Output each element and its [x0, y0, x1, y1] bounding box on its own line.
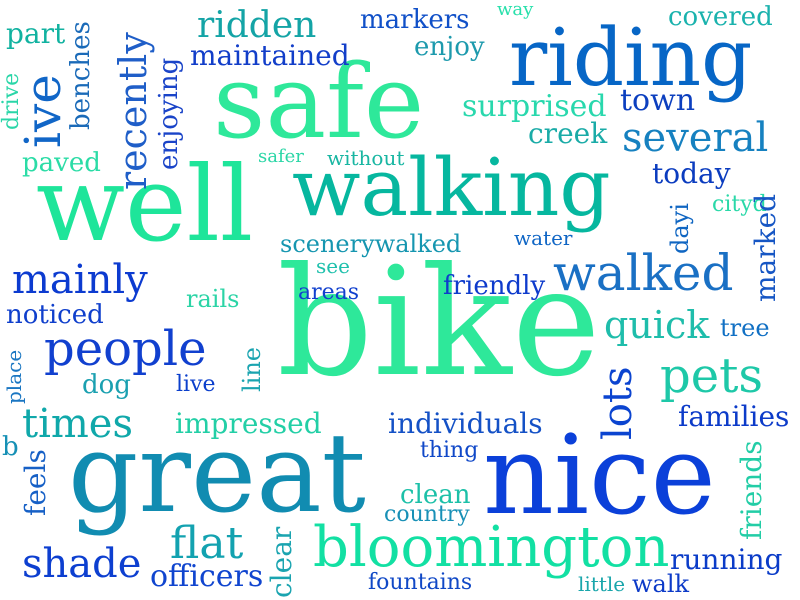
word-way: way: [497, 0, 534, 20]
word-line: line: [238, 346, 266, 392]
word-today: today: [652, 157, 731, 190]
word-cityd: cityd: [712, 192, 767, 217]
word-water: water: [514, 226, 573, 250]
word-walked-large: walked: [553, 244, 734, 302]
word-impressed: impressed: [175, 407, 322, 440]
word-little: little: [578, 572, 626, 596]
word-dog: dog: [82, 370, 131, 400]
word-walking: walking: [292, 141, 611, 234]
word-rails: rails: [186, 285, 240, 313]
word-several: several: [622, 115, 769, 161]
word-live: live: [176, 372, 216, 397]
word-country: country: [384, 502, 470, 527]
word-shade: shade: [22, 541, 142, 587]
word-tree: tree: [720, 314, 770, 342]
word-maintained: maintained: [190, 39, 350, 72]
word-dayi: dayi: [666, 203, 694, 254]
word-part: part: [6, 17, 66, 50]
word-pets: pets: [660, 348, 764, 404]
word-noticed: noticed: [6, 300, 104, 330]
word-officers: officers: [150, 559, 264, 594]
word-surprised: surprised: [462, 89, 607, 124]
word-times: times: [22, 401, 133, 447]
word-running: running: [670, 543, 783, 576]
word-paved: paved: [22, 148, 101, 178]
word-markers: markers: [360, 5, 470, 35]
word-see: see: [316, 254, 350, 278]
word-bloomington: bloomington: [313, 515, 670, 580]
word-great: great: [68, 409, 366, 537]
word-fountains: fountains: [368, 570, 473, 595]
word-clear: clear: [265, 526, 298, 598]
word-riding: riding: [509, 11, 753, 104]
word-areas: areas: [298, 280, 360, 305]
word-lots: lots: [595, 366, 641, 440]
word-flat: flat: [170, 518, 244, 569]
word-b: b: [2, 432, 19, 462]
word-feels: feels: [19, 449, 52, 516]
word-place: place: [2, 349, 26, 404]
word-safe: safe: [213, 43, 425, 162]
word-safer: safer: [258, 146, 304, 167]
word-bike: bike: [277, 236, 601, 410]
word-ive: ive: [14, 74, 72, 148]
word-well: well: [36, 143, 254, 265]
word-walk: walk: [632, 570, 690, 598]
word-thing: thing: [420, 438, 479, 463]
word-without: without: [327, 146, 405, 170]
word-quick: quick: [604, 303, 710, 347]
word-friends: friends: [735, 440, 768, 540]
word-town: town: [620, 83, 696, 118]
word-families: families: [678, 400, 790, 433]
word-recently: recently: [111, 32, 155, 190]
word-ridden: ridden: [197, 5, 317, 46]
word-enjoying: enjoying: [154, 57, 184, 170]
word-marked: marked: [749, 193, 782, 302]
word-creek: creek: [528, 117, 608, 150]
word-friendly: friendly: [443, 271, 546, 301]
word-drive: drive: [0, 72, 24, 130]
word-covered: covered: [668, 2, 773, 32]
word-nice: nice: [483, 411, 716, 539]
word-benches: benches: [66, 21, 96, 130]
word-mainly: mainly: [12, 257, 148, 303]
word-people: people: [44, 321, 207, 377]
word-scenerywalked: scenerywalked: [280, 230, 462, 258]
word-enjoy: enjoy: [414, 32, 485, 62]
word-individuals: individuals: [388, 407, 543, 440]
word-clean: clean: [400, 480, 471, 510]
